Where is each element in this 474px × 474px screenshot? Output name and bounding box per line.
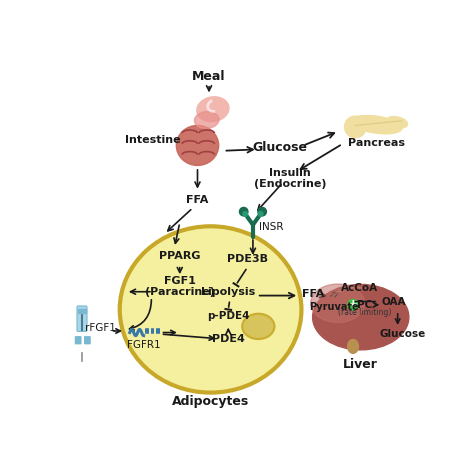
Ellipse shape <box>386 117 408 128</box>
Text: Glucose: Glucose <box>380 329 426 339</box>
Text: rFGF1: rFGF1 <box>85 323 116 333</box>
Ellipse shape <box>242 314 274 339</box>
Text: p-PDE4: p-PDE4 <box>207 310 249 320</box>
FancyBboxPatch shape <box>85 337 90 344</box>
FancyBboxPatch shape <box>78 310 86 313</box>
Ellipse shape <box>194 111 219 128</box>
Ellipse shape <box>313 284 409 350</box>
Text: Pyruvate: Pyruvate <box>309 302 359 312</box>
Text: PPARG: PPARG <box>159 251 201 261</box>
Ellipse shape <box>310 284 365 322</box>
Text: PDE4: PDE4 <box>212 334 245 344</box>
Text: PC: PC <box>357 300 372 310</box>
Text: Meal: Meal <box>192 70 226 82</box>
Ellipse shape <box>350 116 402 134</box>
Text: PDE3B: PDE3B <box>227 254 268 264</box>
FancyBboxPatch shape <box>77 306 87 331</box>
Text: FFA: FFA <box>186 195 209 205</box>
Circle shape <box>258 212 263 216</box>
Text: Glucose: Glucose <box>252 141 307 154</box>
Text: Intestine: Intestine <box>125 135 181 145</box>
Ellipse shape <box>347 339 358 353</box>
Text: Adipocytes: Adipocytes <box>172 394 249 408</box>
Text: (rate limiting): (rate limiting) <box>338 308 391 317</box>
Text: FGF1
(Paracrine): FGF1 (Paracrine) <box>145 275 215 297</box>
Ellipse shape <box>345 116 366 138</box>
Text: Insulin
(Endocrine): Insulin (Endocrine) <box>254 168 326 189</box>
Ellipse shape <box>176 126 219 165</box>
Text: FFA: FFA <box>302 289 324 299</box>
Ellipse shape <box>120 226 301 392</box>
Text: +: + <box>348 298 358 311</box>
Circle shape <box>239 208 248 216</box>
Text: AcCoA: AcCoA <box>341 283 378 293</box>
FancyBboxPatch shape <box>75 337 81 344</box>
Circle shape <box>258 208 266 216</box>
Circle shape <box>243 212 247 216</box>
Text: INSR: INSR <box>259 222 283 232</box>
Circle shape <box>347 300 358 310</box>
Ellipse shape <box>197 97 229 122</box>
Text: FGFR1: FGFR1 <box>127 340 160 350</box>
Text: OAA: OAA <box>382 297 406 307</box>
Text: Lipolysis: Lipolysis <box>201 287 255 297</box>
Text: Pancreas: Pancreas <box>347 138 405 148</box>
Text: Liver: Liver <box>343 358 378 372</box>
